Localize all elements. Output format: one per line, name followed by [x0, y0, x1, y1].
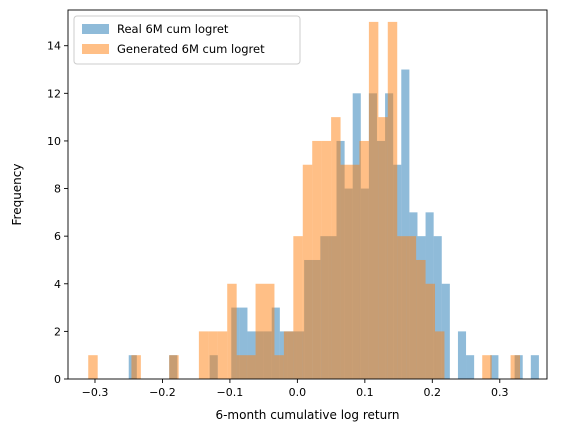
histogram-bar [217, 331, 228, 379]
y-tick-label: 8 [54, 183, 61, 196]
histogram-bar [198, 331, 209, 379]
y-tick-label: 6 [54, 230, 61, 243]
histogram-bar [401, 69, 410, 380]
histogram-bar [406, 236, 417, 379]
histogram-bar [321, 140, 332, 379]
axes-frame [67, 9, 548, 380]
legend: Real 6M cum logret Generated 6M cum logre… [73, 15, 301, 65]
legend-label: Real 6M cum logret [117, 22, 229, 36]
histogram-bar [457, 331, 467, 379]
histogram-bar [239, 307, 248, 379]
histogram-bar [283, 331, 294, 379]
x-tick-label: −0.1 [217, 386, 244, 399]
histogram-bar [236, 355, 247, 379]
y-tick-label: 2 [54, 325, 61, 338]
histogram-bar [302, 164, 313, 379]
y-tick-label: 10 [47, 135, 61, 148]
y-axis: 0 2 4 6 8 10 12 14 [47, 40, 68, 386]
histogram-bar [293, 236, 303, 379]
x-tick-label: −0.2 [149, 386, 176, 399]
histogram-bar [397, 236, 407, 379]
histogram-bar [530, 355, 539, 379]
histogram-bar [312, 140, 322, 379]
histogram-bar [265, 283, 275, 379]
legend-swatch [82, 24, 109, 34]
y-tick-label: 0 [54, 373, 61, 386]
histogram-bar [169, 355, 179, 379]
histogram-bar [271, 307, 280, 379]
series-generated [88, 21, 521, 380]
x-tick-label: 0.2 [424, 386, 442, 399]
histogram-bar [274, 355, 284, 379]
histogram-bar [131, 355, 141, 379]
histogram-bar [482, 355, 492, 379]
histogram-bar [350, 164, 360, 379]
x-axis: −0.3 −0.2 −0.1 0.0 0.1 0.2 0.3 [82, 379, 509, 399]
x-tick-label: 0.3 [491, 386, 509, 399]
x-axis-label: 6-month cumulative log return [215, 408, 399, 422]
histogram-bar [435, 331, 445, 379]
histogram-bar [359, 140, 369, 379]
x-tick-label: 0.1 [356, 386, 374, 399]
histogram-bar [331, 117, 341, 379]
histogram-bar [416, 259, 426, 379]
y-axis-label: Frequency [10, 164, 24, 226]
histogram-bar [425, 283, 436, 379]
histogram-bar [368, 21, 379, 380]
y-tick-label: 14 [47, 40, 61, 53]
x-tick-label: −0.3 [82, 386, 109, 399]
x-tick-label: 0.0 [289, 386, 307, 399]
histogram-bar [510, 355, 521, 379]
histogram-bar [227, 283, 237, 379]
histogram-bar [246, 355, 256, 379]
histogram-bar [378, 117, 388, 379]
histogram-bar [340, 164, 351, 379]
bars-layer [88, 21, 539, 380]
y-tick-label: 4 [54, 278, 61, 291]
legend-box [73, 15, 301, 65]
histogram-bar [88, 355, 98, 379]
histogram-bar [255, 283, 265, 379]
histogram-bar [208, 331, 218, 379]
y-tick-label: 12 [47, 87, 61, 100]
histogram-bar [490, 355, 499, 379]
histogram-bar [441, 283, 450, 379]
legend-swatch [82, 44, 109, 54]
histogram-bar [433, 236, 442, 379]
histogram-bar [387, 21, 398, 380]
histogram-bar [466, 355, 475, 379]
legend-label: Generated 6M cum logret [117, 42, 265, 56]
